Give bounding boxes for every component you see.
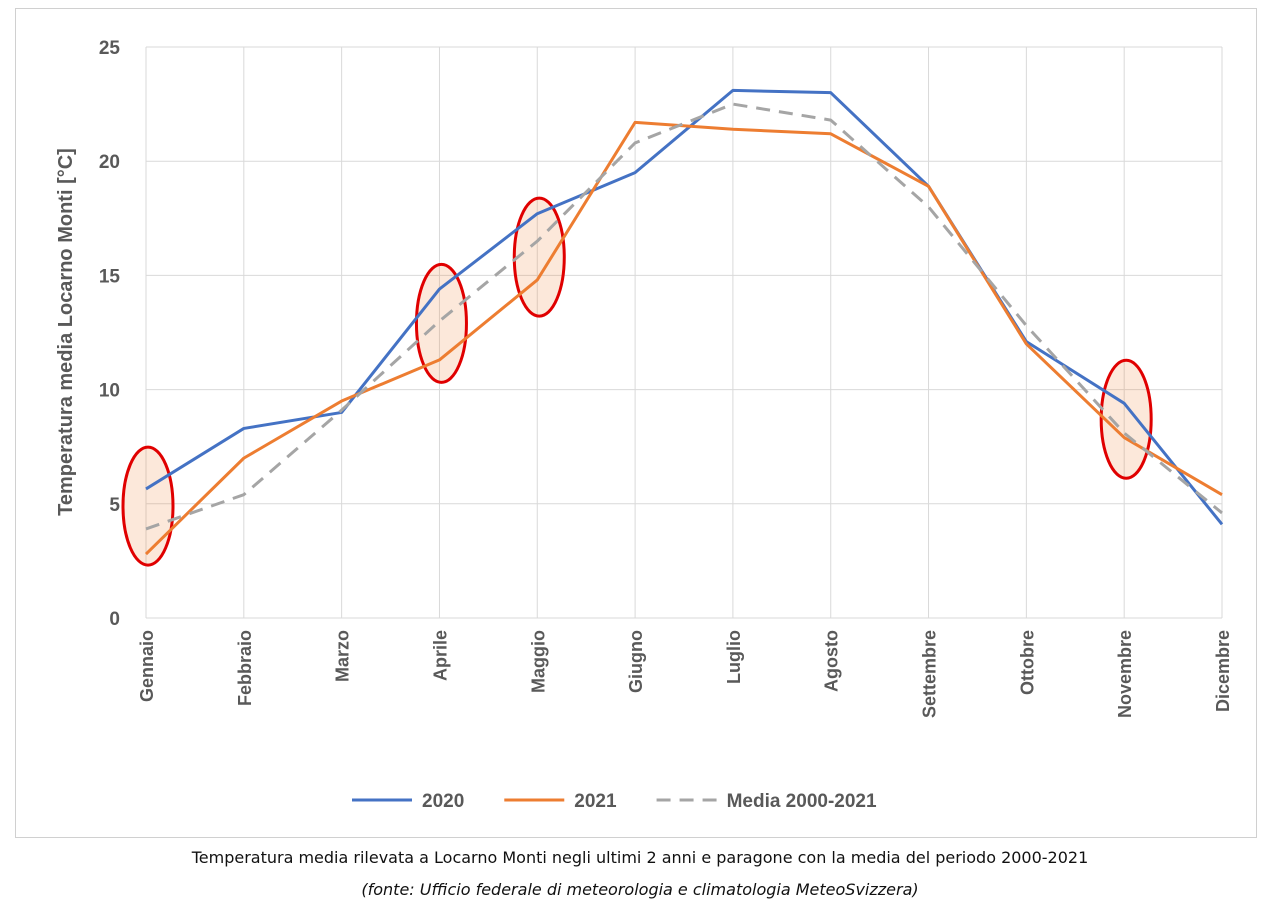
y-axis-title: Temperatura media Locarno Monti [°C] bbox=[55, 148, 77, 516]
x-tick-label: Maggio bbox=[528, 630, 548, 693]
series-line-2020 bbox=[145, 88, 1224, 526]
series-line-2021 bbox=[144, 120, 1223, 556]
x-tick-label: Agosto bbox=[822, 630, 842, 692]
y-tick-label: 15 bbox=[99, 266, 121, 287]
y-tick-label: 20 bbox=[99, 152, 120, 173]
x-tick-label: Aprile bbox=[430, 630, 450, 681]
highlight-ellipse bbox=[121, 445, 175, 567]
caption-line-1: Temperatura media rilevata a Locarno Mon… bbox=[191, 848, 1089, 867]
highlight-ellipse bbox=[414, 262, 468, 384]
y-tick-label: 25 bbox=[99, 38, 121, 59]
y-tick-label: 0 bbox=[109, 609, 120, 630]
caption-line-2: (fonte: Ufficio federale di meteorologia… bbox=[361, 880, 919, 899]
series-line-media-2000-2021 bbox=[145, 102, 1223, 531]
x-tick-label: Luglio bbox=[724, 630, 744, 684]
x-tick-label: Giugno bbox=[626, 630, 646, 693]
legend-label: Media 2000-2021 bbox=[727, 791, 877, 812]
highlight-ellipse bbox=[512, 196, 566, 318]
x-tick-label: Ottobre bbox=[1017, 630, 1037, 695]
highlight-ellipse bbox=[1099, 358, 1153, 480]
x-tick-label: Marzo bbox=[333, 630, 353, 682]
x-tick-label: Febbraio bbox=[235, 630, 255, 706]
y-tick-label: 10 bbox=[99, 381, 120, 402]
x-tick-label: Novembre bbox=[1115, 630, 1135, 718]
x-tick-label: Dicembre bbox=[1213, 630, 1233, 712]
legend-label: 2021 bbox=[574, 791, 617, 812]
x-tick-label: Settembre bbox=[920, 630, 940, 718]
chart-frame bbox=[15, 8, 1257, 838]
y-tick-label: 5 bbox=[109, 495, 120, 516]
legend-label: 2020 bbox=[422, 791, 464, 812]
x-tick-label: Gennaio bbox=[137, 630, 157, 702]
